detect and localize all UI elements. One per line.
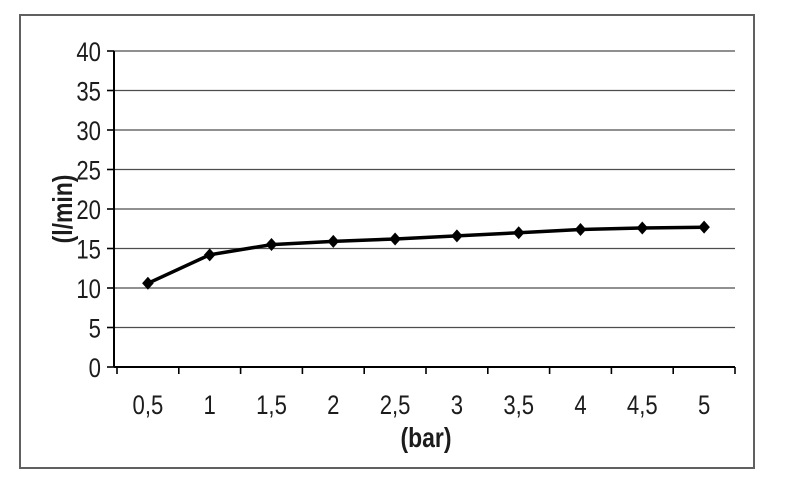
y-tick-label-group: 0: [89, 354, 101, 384]
data-point-marker: [451, 229, 463, 243]
x-tick-label: 3: [451, 391, 463, 421]
x-tick-label: 2: [327, 391, 339, 421]
x-tick-label-group: 4,5: [627, 391, 658, 421]
y-tick-label: 15: [76, 236, 101, 266]
y-tick-label-group: 40: [76, 38, 101, 68]
x-tick-label-group: 2,5: [380, 391, 411, 421]
x-axis-title-group: (bar): [400, 423, 451, 454]
x-tick-label-group: 0,5: [133, 391, 164, 421]
x-tick-label-group: 4: [574, 391, 586, 421]
y-axis-title: (l/min): [48, 175, 79, 244]
x-tick-label-group: 2: [327, 391, 339, 421]
data-point-marker: [142, 276, 154, 290]
x-tick-label-group: 1: [204, 391, 216, 421]
y-tick-label-group: 5: [89, 315, 101, 345]
y-tick-label: 20: [76, 196, 101, 226]
x-tick-label: 4,5: [627, 391, 658, 421]
y-tick-label-group: 15: [76, 236, 101, 266]
data-point-marker: [265, 238, 278, 252]
y-tick-label: 0: [89, 354, 101, 384]
y-tick-label: 10: [76, 275, 101, 305]
data-point-marker: [512, 226, 525, 240]
chart-figure-frame: 0 5 10 15 20 25 30 35 40 0,5 1 1,5 2 2,5 3 3,5 4 4,5 5 (bar…: [19, 14, 755, 469]
x-tick-label: 2,5: [380, 391, 411, 421]
data-point-marker: [389, 232, 401, 246]
x-tick-label: 0,5: [133, 391, 164, 421]
x-tick-label-group: 5: [698, 391, 710, 421]
data-point-marker: [203, 248, 216, 262]
series-line: [147, 225, 705, 285]
y-tick-label: 40: [76, 38, 101, 68]
y-tick-label-group: 25: [76, 157, 101, 187]
x-tick-label-group: 3,5: [503, 391, 534, 421]
y-tick-label: 30: [76, 117, 101, 147]
x-tick-label: 1: [204, 391, 216, 421]
y-tick-label-group: 35: [76, 78, 101, 108]
data-point-marker: [636, 221, 649, 235]
y-tick-label: 5: [89, 315, 101, 345]
data-point-marker: [698, 220, 710, 234]
y-tick-label: 35: [76, 78, 101, 108]
y-tick-label-group: 30: [76, 117, 101, 147]
x-tick-label: 4: [574, 391, 586, 421]
y-tick-label-group: 10: [76, 275, 101, 305]
flow-vs-pressure-line-chart: 0 5 10 15 20 25 30 35 40 0,5 1 1,5 2 2,5 3 3,5 4 4,5 5 (bar…: [48, 38, 736, 454]
x-axis-title: (bar): [400, 423, 451, 454]
y-axis-title-group: (l/min): [48, 175, 79, 244]
x-tick-label-group: 1,5: [256, 391, 287, 421]
y-tick-label-group: 20: [76, 196, 101, 226]
x-tick-label: 5: [698, 391, 710, 421]
data-point-marker: [574, 223, 587, 237]
data-point-marker: [327, 234, 340, 248]
x-tick-label: 1,5: [256, 391, 287, 421]
x-tick-label: 3,5: [503, 391, 534, 421]
x-tick-label-group: 3: [451, 391, 463, 421]
y-tick-label: 25: [76, 157, 101, 187]
